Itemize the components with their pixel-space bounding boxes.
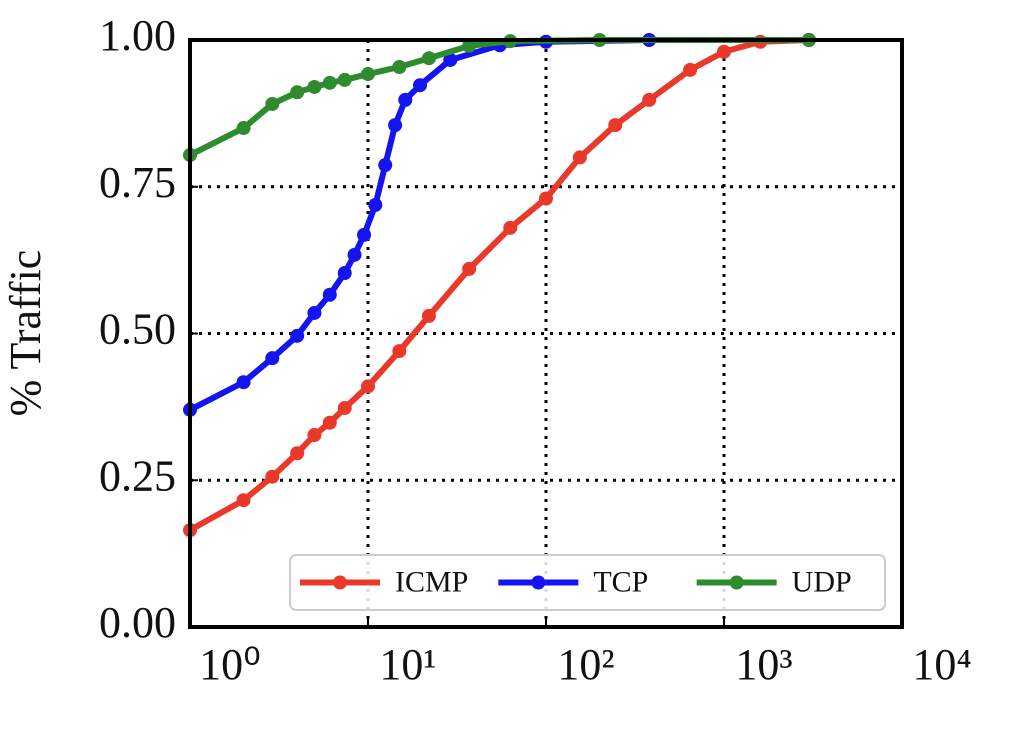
y-tick-label: 0.25 — [99, 451, 176, 500]
data-point — [572, 150, 587, 165]
data-point — [421, 308, 436, 323]
data-point — [236, 121, 251, 136]
data-point — [388, 118, 403, 133]
data-point — [347, 247, 362, 262]
data-point — [236, 375, 251, 390]
x-tick-label: 10³ — [735, 640, 792, 689]
data-point — [368, 197, 383, 212]
legend-label: UDP — [792, 565, 852, 598]
data-point — [265, 96, 280, 111]
data-point — [443, 52, 458, 67]
data-point — [642, 92, 657, 107]
data-point — [392, 344, 407, 359]
y-tick-label: 0.00 — [99, 598, 176, 647]
plot-frame — [188, 38, 904, 629]
x-tick-label: 10⁰ — [199, 640, 261, 689]
legend-label: TCP — [593, 565, 648, 598]
data-point — [398, 92, 413, 107]
data-point — [322, 287, 337, 302]
x-tick-label: 10¹ — [379, 640, 436, 689]
data-point — [290, 85, 305, 100]
x-tick-label: 10⁴ — [912, 640, 971, 689]
legend-label: ICMP — [395, 565, 468, 598]
data-point — [236, 493, 251, 508]
data-point — [378, 158, 393, 173]
data-point — [462, 38, 477, 53]
data-point — [413, 78, 428, 93]
y-tick-label: 0.50 — [99, 305, 176, 354]
data-point — [683, 62, 698, 77]
data-point — [290, 328, 305, 343]
series-line — [188, 37, 809, 413]
data-point — [503, 220, 518, 235]
data-point — [337, 401, 352, 416]
y-tick-label: 1.00 — [99, 11, 176, 60]
data-point — [608, 118, 623, 133]
data-point — [307, 79, 322, 94]
data-point — [392, 60, 407, 75]
x-tick-label: 10² — [557, 640, 614, 689]
data-point — [462, 261, 477, 276]
data-point — [290, 446, 305, 461]
legend-marker — [729, 575, 744, 590]
data-point — [361, 379, 375, 394]
data-point — [265, 351, 280, 366]
data-point — [307, 305, 322, 320]
legend-box — [289, 554, 886, 611]
data-point — [717, 44, 731, 59]
data-point — [307, 428, 322, 443]
data-point — [265, 469, 280, 484]
data-point — [539, 191, 553, 206]
data-point — [337, 266, 352, 281]
data-point — [322, 415, 337, 430]
data-point — [357, 227, 372, 242]
y-axis-label: % Traffic — [1, 250, 50, 417]
data-point — [361, 67, 375, 82]
legend-marker — [333, 575, 347, 590]
y-tick-label: 0.75 — [99, 158, 176, 207]
data-point — [337, 72, 352, 87]
data-point — [322, 75, 337, 90]
series-line — [188, 37, 810, 533]
legend-marker — [531, 575, 546, 590]
data-point — [421, 51, 436, 66]
